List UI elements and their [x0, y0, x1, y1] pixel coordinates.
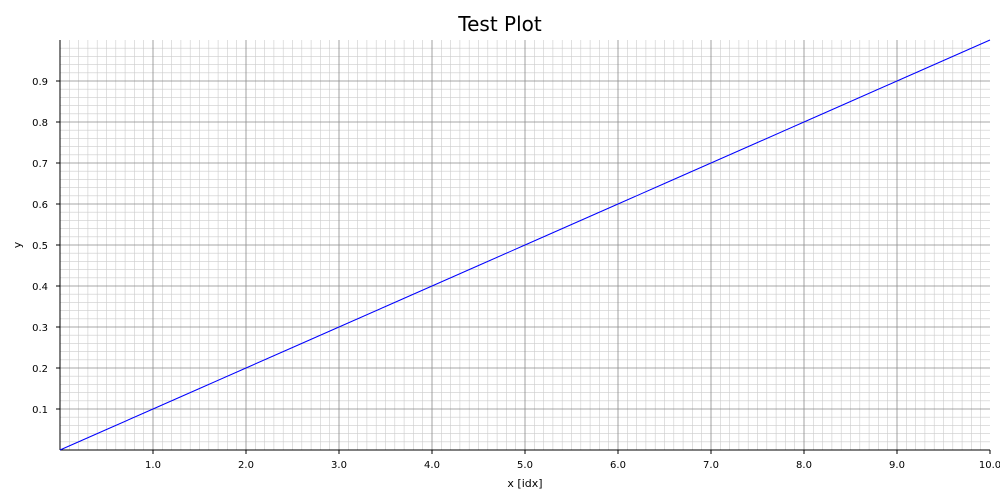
- y-tick-label: 0.5: [32, 241, 48, 252]
- y-tick-label: 0.2: [32, 364, 48, 375]
- y-tick-label: 0.3: [32, 323, 48, 334]
- y-tick-labels: 0.1 0.2 0.3 0.4 0.5 0.6 0.7 0.8 0.9: [32, 77, 60, 416]
- x-tick-label: 6.0: [610, 460, 626, 471]
- x-tick-label: 5.0: [517, 460, 533, 471]
- chart-title: Test Plot: [457, 12, 542, 36]
- x-tick-label: 9.0: [889, 460, 905, 471]
- x-tick-labels: 1.0 2.0 3.0 4.0 5.0 6.0 7.0 8.0 9.0 10.0: [145, 450, 1000, 471]
- y-tick-label: 0.6: [32, 200, 48, 211]
- y-tick-label: 0.9: [32, 77, 48, 88]
- x-tick-label: 2.0: [238, 460, 254, 471]
- x-axis-label: x [idx]: [507, 477, 542, 490]
- x-tick-label: 7.0: [703, 460, 719, 471]
- x-tick-label: 4.0: [424, 460, 440, 471]
- y-tick-label: 0.7: [32, 159, 48, 170]
- y-tick-label: 0.8: [32, 118, 48, 129]
- series-line: [59, 39, 991, 451]
- y-tick-label: 0.4: [32, 282, 48, 293]
- x-tick-label: 1.0: [145, 460, 161, 471]
- y-tick-label: 0.1: [32, 405, 48, 416]
- x-tick-label: 10.0: [979, 460, 1000, 471]
- x-tick-label: 3.0: [331, 460, 347, 471]
- y-axis-label: y: [11, 241, 24, 248]
- x-tick-label: 8.0: [796, 460, 812, 471]
- series-layer: [59, 39, 991, 451]
